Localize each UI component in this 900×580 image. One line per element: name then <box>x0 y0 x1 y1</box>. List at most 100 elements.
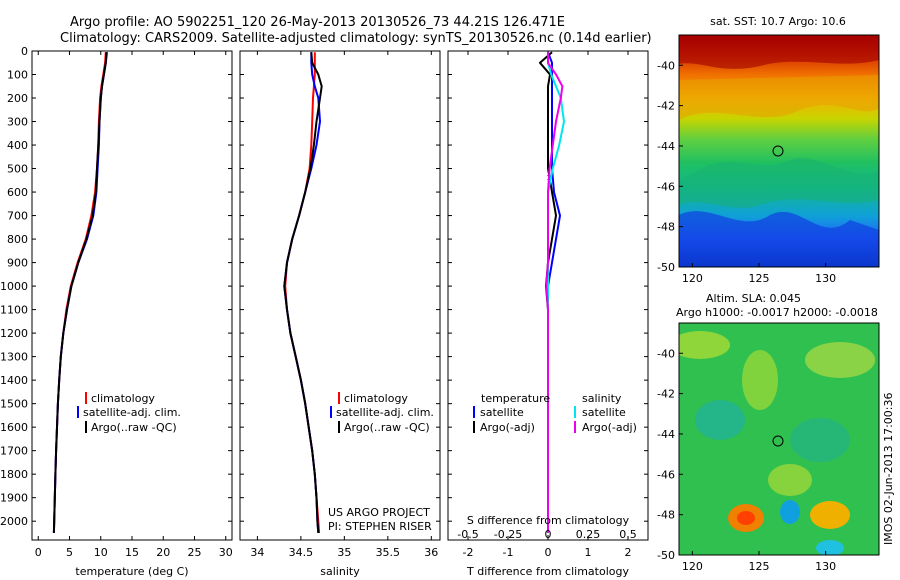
sla-cyan-patch <box>695 400 745 440</box>
temperature-legend: climatology satellite-adj. clim. Argo(..… <box>77 392 181 434</box>
map-x-tick-label: 120 <box>682 272 703 285</box>
sla-cyan-patch <box>790 418 850 462</box>
salinity-xlabel: salinity <box>320 565 360 578</box>
sla-heatmap <box>679 323 879 555</box>
salinity-panel <box>239 50 441 541</box>
x-top-tick-label: -0.25 <box>494 528 522 541</box>
y-tick-label: 1200 <box>0 327 28 340</box>
y-tick-label: 300 <box>7 116 28 129</box>
difference-xlabel: T difference from climatology <box>466 565 629 578</box>
x-top-tick-label: -0.5 <box>457 528 478 541</box>
sst-heatmap <box>679 35 879 267</box>
sla-argo-marker <box>772 435 784 447</box>
legend-satellite-label: satellite-adj. clim. <box>83 406 181 419</box>
y-tick-label: 1300 <box>0 351 28 364</box>
difference-legend: temperature satellite Argo(-adj) salinit… <box>473 392 637 434</box>
figure-title-line2: Climatology: CARS2009. Satellite-adjuste… <box>60 31 652 46</box>
legend-t-satellite-label: satellite <box>480 406 524 419</box>
sla-yellow-patch <box>768 464 812 496</box>
salinity-chart: 34 34.5 35 35.5 36 <box>240 50 440 559</box>
map-y-tick-label: -44 <box>657 428 675 441</box>
legend-climatology-label: climatology <box>344 392 408 405</box>
legend-satellite-label: satellite-adj. clim. <box>336 406 434 419</box>
map-y-tick-label: -42 <box>657 100 675 113</box>
map-y-tick-label: -40 <box>657 59 675 72</box>
map-x-tick-label: 125 <box>749 560 770 573</box>
map-x-tick-label: 130 <box>815 272 836 285</box>
y-tick-label: 1900 <box>0 492 28 505</box>
series-line-argo-raw-qc- <box>52 52 108 533</box>
legend-climatology-label: climatology <box>91 392 155 405</box>
x-tick-label: 10 <box>94 546 108 559</box>
map-y-tick-label: -48 <box>657 221 675 234</box>
map-y-tick-label: -46 <box>657 468 675 481</box>
sla-blue-eddy <box>816 540 844 555</box>
salinity-legend: climatology satellite-adj. clim. Argo(..… <box>330 392 434 434</box>
map-y-tick-label: -50 <box>657 549 675 562</box>
y-tick-label: 1500 <box>0 398 28 411</box>
y-tick-label: 800 <box>7 233 28 246</box>
y-tick-label: 1000 <box>0 280 28 293</box>
legend-argo-label: Argo(..raw -QC) <box>344 421 430 434</box>
series-line-climatology <box>52 52 107 533</box>
x-tick-label: 2 <box>625 546 632 559</box>
sst-green-eddy <box>679 158 879 208</box>
map-y-tick-label: -40 <box>657 347 675 360</box>
sla-orange-eddy <box>810 501 850 529</box>
sla-blue-eddy <box>780 500 800 524</box>
map-y-tick-label: -44 <box>657 140 675 153</box>
temperature-xlabel: temperature (deg C) <box>75 565 188 578</box>
pi-credit: PI: STEPHEN RISER <box>328 520 432 533</box>
figure-title-line1: Argo profile: AO 5902251_120 26-May-2013… <box>70 15 565 30</box>
x-tick-label: 35 <box>337 546 351 559</box>
y-tick-label: 1400 <box>0 374 28 387</box>
y-tick-label: 400 <box>7 139 28 152</box>
y-tick-label: 700 <box>7 210 28 223</box>
map-x-tick-label: 125 <box>749 272 770 285</box>
y-tick-label: 1700 <box>0 445 28 458</box>
map-x-tick-label: 120 <box>682 560 703 573</box>
legend-argo-label: Argo(..raw -QC) <box>91 421 177 434</box>
map-y-tick-label: -46 <box>657 180 675 193</box>
sst-cold-intrusion <box>679 211 879 267</box>
y-tick-label: 500 <box>7 163 28 176</box>
imos-timestamp: IMOS 02-Jun-2013 17:00:36 <box>882 392 895 545</box>
x-tick-label: 1 <box>585 546 592 559</box>
sla-map-frame <box>678 322 880 556</box>
x-tick-label: -1 <box>503 546 514 559</box>
x-tick-label: 34 <box>250 546 264 559</box>
x-tick-label: 25 <box>188 546 202 559</box>
sst-red-band <box>679 35 879 69</box>
y-tick-label: 0 <box>21 45 28 58</box>
y-tick-label: 200 <box>7 92 28 105</box>
sla-map-subtitle: Argo h1000: -0.0017 h2000: -0.0018 <box>676 306 878 319</box>
x-tick-label: 0 <box>35 546 42 559</box>
y-tick-label: 100 <box>7 69 28 82</box>
legend-s-satellite-label: satellite <box>582 406 626 419</box>
difference-xlabel-top: S difference from climatology <box>467 514 630 527</box>
map-y-tick-label: -48 <box>657 509 675 522</box>
sla-yellow-patch <box>742 350 778 410</box>
y-tick-label: 600 <box>7 186 28 199</box>
map-y-tick-label: -50 <box>657 261 675 274</box>
sst-map-frame <box>678 34 880 268</box>
y-tick-label: 1600 <box>0 421 28 434</box>
sst-map-title: sat. SST: 10.7 Argo: 10.6 <box>710 15 846 28</box>
x-tick-label: 36 <box>424 546 438 559</box>
x-top-tick-label: 0 <box>545 528 552 541</box>
x-tick-label: 20 <box>156 546 170 559</box>
map-axes: 120 125 130 -40 -42 -44 -46 -48 -50 120 125 130 -40 -… <box>657 59 836 573</box>
x-tick-label: 15 <box>125 546 139 559</box>
y-tick-label: 2000 <box>0 515 28 528</box>
y-tick-label: 1100 <box>0 304 28 317</box>
sst-warm-tongue <box>679 75 879 120</box>
sla-yellow-patch <box>805 342 875 378</box>
legend-t-argo-label: Argo(-adj) <box>480 421 535 434</box>
temperature-chart: 0100200300400500600700800900100011001200… <box>0 45 233 559</box>
series-line-salinity-argo-adj- <box>545 52 564 533</box>
x-tick-label: -2 <box>463 546 474 559</box>
sla-map-title: Altim. SLA: 0.045 <box>706 292 801 305</box>
x-top-tick-label: 0.25 <box>576 528 601 541</box>
sla-orange-core <box>737 511 755 525</box>
y-tick-label: 900 <box>7 257 28 270</box>
